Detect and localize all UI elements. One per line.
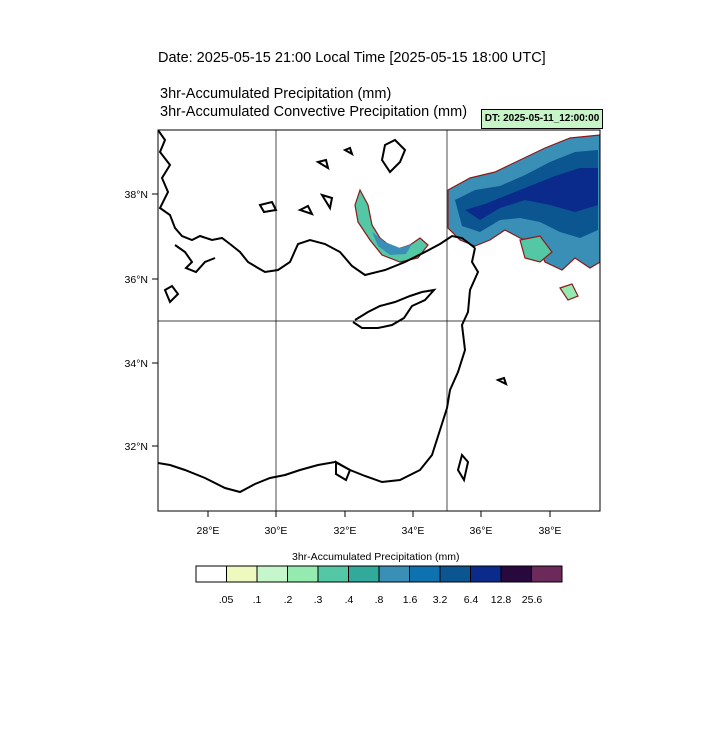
lon-tick-labels: 28°E 30°E 32°E 34°E 36°E 38°E: [197, 525, 562, 537]
colorbar-swatch: [378, 565, 410, 583]
gridlines: [158, 130, 600, 511]
coastlines: [158, 130, 508, 494]
coast-cyprus: [352, 288, 437, 329]
precip-cell-ne-heavy: [465, 168, 598, 220]
coast-levant: [158, 247, 480, 494]
colorbar-title: 3hr-Accumulated Precipitation (mm): [292, 551, 460, 563]
colorbar-label: .1: [252, 594, 262, 606]
coast-peloponnese: [174, 244, 216, 274]
lon-ticks: [207, 511, 551, 517]
coast-turkey-south: [229, 234, 476, 277]
colorbar-swatch: [348, 565, 380, 583]
colorbar-swatch: [226, 565, 258, 583]
lat-tick-label: 32°N: [125, 441, 148, 453]
colorbar-label: 25.6: [521, 594, 543, 606]
colorbar-swatch: [195, 565, 227, 583]
precip-shading: [354, 134, 600, 301]
coast-sinai-lakes: [335, 376, 508, 483]
colorbar-label: .05: [218, 594, 234, 606]
colorbar-swatch: [317, 565, 349, 583]
precip-cell-rim: [354, 188, 429, 263]
colorbar-swatch: [439, 565, 471, 583]
coast-greece-mainland: [158, 130, 231, 245]
lon-tick-label: 30°E: [265, 525, 288, 537]
map-frame: [157, 129, 601, 512]
colorbar: [195, 565, 563, 583]
precip-cell-ne-light: [519, 235, 553, 263]
lat-tick-labels: 32°N 34°N 36°N 38°N: [125, 189, 148, 453]
coast-aegean-islands: [315, 138, 407, 211]
colorbar-label: .4: [344, 594, 354, 606]
date-line: Date: 2025-05-15 21:00 Local Time [2025-…: [158, 50, 546, 66]
lon-tick-label: 32°E: [334, 525, 357, 537]
lat-tick-label: 36°N: [125, 274, 148, 286]
colorbar-label: 12.8: [490, 594, 512, 606]
lat-ticks: [152, 193, 158, 447]
precip-cell-rim-core: [372, 232, 412, 255]
colorbar-swatch: [470, 565, 502, 583]
colorbar-swatch: [256, 565, 288, 583]
colorbar-swatch: [500, 565, 532, 583]
lon-tick-label: 36°E: [470, 525, 493, 537]
colorbar-label: 1.6: [402, 594, 418, 606]
title-convective-precipitation: 3hr-Accumulated Convective Precipitation…: [160, 104, 468, 120]
map-area: [158, 130, 600, 511]
colorbar-label: .2: [283, 594, 293, 606]
colorbar-swatch: [409, 565, 441, 583]
dt-badge: DT: 2025-05-11_12:00:00: [481, 109, 603, 129]
colorbar-swatch: [531, 565, 563, 583]
colorbar-label: 6.4: [463, 594, 479, 606]
lon-tick-label: 34°E: [402, 525, 425, 537]
colorbar-label: 3.2: [432, 594, 448, 606]
lat-tick-label: 34°N: [125, 358, 148, 370]
lon-tick-label: 38°E: [539, 525, 562, 537]
colorbar-label: .3: [313, 594, 323, 606]
lon-tick-label: 28°E: [197, 525, 220, 537]
precip-cell-syria: [559, 283, 579, 301]
colorbar-label: .8: [374, 594, 384, 606]
colorbar-swatch: [287, 565, 319, 583]
title-precipitation: 3hr-Accumulated Precipitation (mm): [160, 86, 392, 102]
lat-tick-label: 38°N: [125, 189, 148, 201]
